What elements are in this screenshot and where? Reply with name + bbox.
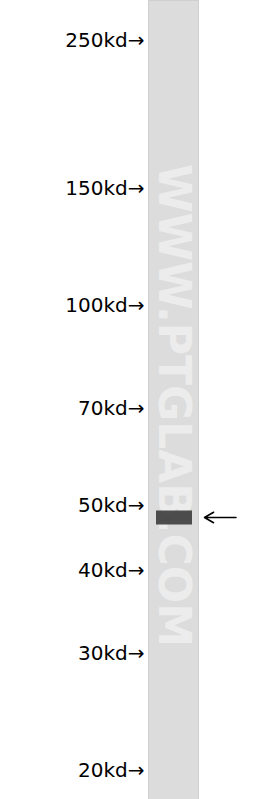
svg-text:70kd→: 70kd→ [78,396,144,420]
svg-text:50kd→: 50kd→ [78,493,144,517]
svg-text:250kd→: 250kd→ [65,28,144,52]
svg-text:150kd→: 150kd→ [65,176,144,200]
svg-text:WWW.PTGLAB.COM: WWW.PTGLAB.COM [149,164,200,647]
svg-text:100kd→: 100kd→ [65,293,144,317]
svg-text:20kd→: 20kd→ [78,758,144,782]
svg-text:30kd→: 30kd→ [78,641,144,665]
svg-text:40kd→: 40kd→ [78,558,144,582]
